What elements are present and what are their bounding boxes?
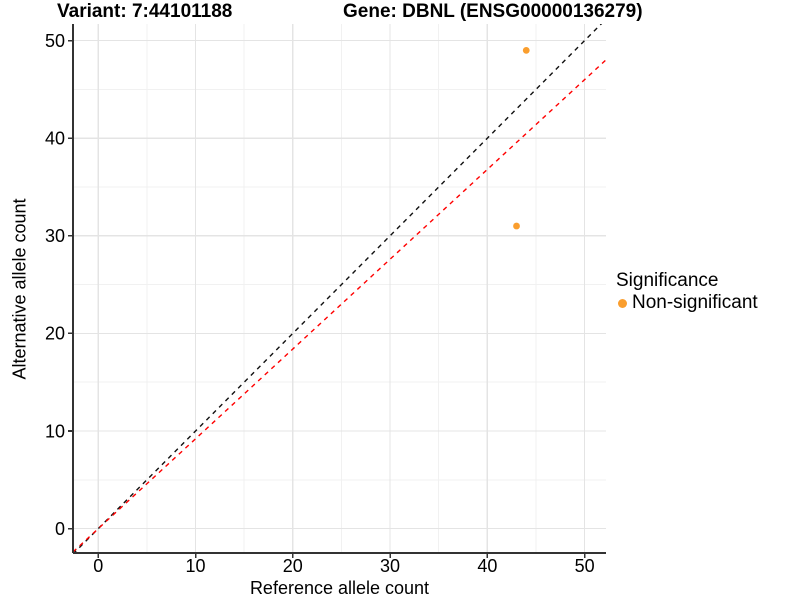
y-tick-label: 40 <box>45 128 65 148</box>
axis-ticks: 0 10 20 30 40 50 0 10 20 30 40 50 <box>45 31 595 576</box>
y-axis-title: Alternative allele count <box>9 198 30 380</box>
x-tick-label: 0 <box>93 556 103 576</box>
reference-lines <box>73 24 606 553</box>
x-axis-title: Reference allele count <box>249 578 430 598</box>
y-tick-label: 0 <box>55 519 65 539</box>
legend-point-icon <box>618 298 627 308</box>
y-tick-label: 20 <box>45 324 65 344</box>
x-tick-label: 50 <box>575 556 595 576</box>
gene-title: Gene: DBNL (ENSG00000136279) <box>343 1 643 22</box>
data-point <box>513 222 520 230</box>
bias-line <box>73 59 606 553</box>
data-point <box>522 46 530 54</box>
legend-item-label: Non-significant <box>632 292 758 313</box>
x-tick-label: 10 <box>186 556 206 576</box>
legend-title: Significance <box>616 270 719 291</box>
x-tick-label: 30 <box>380 556 400 576</box>
y-tick-label: 10 <box>45 421 65 441</box>
gridlines <box>73 24 606 553</box>
data-points <box>513 46 530 230</box>
axis-lines <box>72 24 606 554</box>
identity-line <box>73 24 603 553</box>
x-tick-label: 20 <box>283 556 303 576</box>
legend-item-non-significant: Non-significant <box>616 292 758 314</box>
y-tick-label: 50 <box>45 31 65 51</box>
y-tick-label: 30 <box>45 226 65 246</box>
legend: Significance Non-significant <box>616 269 758 314</box>
x-tick-label: 40 <box>477 556 497 576</box>
variant-title: Variant: 7:44101188 <box>57 1 233 22</box>
